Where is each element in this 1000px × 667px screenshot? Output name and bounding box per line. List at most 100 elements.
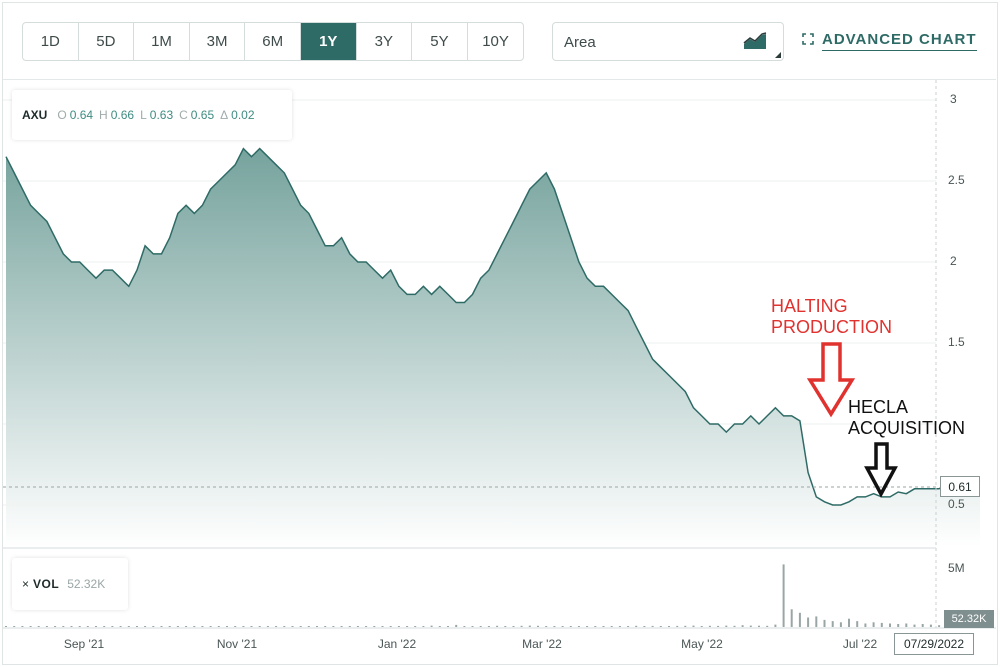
volume-bar	[618, 626, 621, 627]
low-value: 0.63	[149, 108, 174, 122]
volume-bar	[365, 626, 368, 627]
x-tick: Jan '22	[377, 637, 417, 651]
volume-bar	[471, 626, 474, 627]
volume-bar	[266, 626, 269, 627]
close-label: C	[179, 108, 188, 122]
change-value: 0.02	[231, 108, 255, 122]
volume-bar	[144, 626, 147, 627]
volume-bar	[86, 626, 89, 627]
volume-bar	[258, 626, 261, 627]
volume-bar	[815, 616, 818, 627]
volume-bar	[201, 626, 204, 627]
volume-bar	[226, 626, 228, 627]
range-button-1m[interactable]: 1M	[134, 23, 190, 60]
volume-legend: × VOL 52.32K	[12, 558, 128, 610]
range-button-3m[interactable]: 3M	[190, 23, 246, 60]
volume-bar	[553, 626, 556, 627]
price-line	[5, 147, 981, 506]
volume-bar	[496, 625, 499, 627]
range-button-3y[interactable]: 3Y	[357, 23, 413, 60]
volume-bar	[62, 626, 65, 627]
volume-bar	[70, 626, 73, 627]
volume-bar	[569, 626, 572, 627]
volume-bar	[307, 626, 310, 627]
volume-bar	[839, 622, 842, 627]
volume-bar	[749, 625, 752, 627]
volume-bar	[487, 626, 490, 627]
volume-value: 52.32K	[67, 577, 106, 591]
date-badge: 07/29/2022	[894, 633, 974, 655]
x-tick: May '22	[681, 637, 723, 651]
volume-bar	[561, 626, 564, 627]
volume-bar	[13, 626, 16, 627]
volume-bar	[602, 626, 605, 627]
advanced-chart-link[interactable]: ADVANCED CHART	[802, 31, 977, 51]
volume-label: VOL	[33, 577, 60, 591]
volume-bar	[119, 626, 122, 627]
volume-bars	[5, 564, 981, 627]
volume-bar	[299, 626, 302, 627]
expand-icon	[802, 32, 814, 50]
close-volume-icon[interactable]: ×	[22, 577, 30, 591]
volume-bar	[864, 623, 867, 627]
range-button-6m[interactable]: 6M	[245, 23, 301, 60]
volume-bar	[111, 626, 114, 627]
volume-bar	[455, 624, 458, 627]
volume-bar	[21, 626, 24, 627]
volume-bar	[627, 626, 630, 627]
volume-bar	[324, 626, 327, 627]
volume-bar	[45, 626, 48, 627]
volume-bar	[217, 626, 220, 627]
volume-bar	[586, 626, 589, 627]
range-button-1d[interactable]: 1D	[23, 23, 79, 60]
volume-bar	[193, 626, 196, 627]
chart-type-dropdown[interactable]: Area	[552, 22, 784, 61]
y-tick: 2.5	[948, 173, 965, 187]
close-value: 0.65	[190, 108, 215, 122]
volume-bar	[176, 626, 179, 627]
x-tick: Sep '21	[63, 637, 105, 651]
volume-bar	[406, 626, 409, 627]
volume-bar	[676, 625, 679, 627]
volume-bar	[725, 625, 728, 627]
volume-bar	[283, 626, 286, 627]
white-patch	[697, 288, 767, 334]
volume-bar	[422, 626, 425, 627]
volume-bar	[316, 626, 318, 627]
hecla-arrow-icon	[864, 442, 898, 498]
volume-bar	[389, 626, 392, 627]
advanced-chart-label: ADVANCED CHART	[822, 31, 977, 51]
annotation-line: HALTING	[771, 296, 848, 316]
last-price-badge: 0.61	[940, 476, 980, 497]
volume-bar	[692, 625, 695, 627]
volume-bar	[659, 626, 662, 627]
volume-bar	[594, 626, 597, 627]
volume-bar	[848, 618, 850, 627]
volume-bar	[741, 625, 744, 627]
toolbar-divider	[3, 79, 996, 80]
volume-bar	[103, 626, 106, 627]
volume-bar	[463, 626, 466, 627]
volume-bar	[537, 625, 539, 627]
high-value: 0.66	[110, 108, 135, 122]
volume-bar	[889, 623, 891, 627]
volume-bar	[373, 626, 376, 627]
volume-bar	[651, 625, 654, 627]
volume-bar	[545, 626, 548, 627]
range-button-5y[interactable]: 5Y	[412, 23, 468, 60]
range-button-1y[interactable]: 1Y	[300, 23, 357, 60]
y-tick: 1.5	[948, 335, 965, 349]
y-tick: 2	[950, 254, 957, 268]
y-tick: 0.5	[948, 497, 965, 511]
volume-bar	[831, 621, 834, 627]
volume-bar	[774, 624, 777, 627]
volume-bar	[356, 626, 359, 627]
range-button-5d[interactable]: 5D	[79, 23, 135, 60]
last-volume-badge: 52.32K	[944, 610, 994, 628]
volume-bar	[242, 626, 245, 627]
chart-type-label: Area	[564, 34, 596, 51]
volume-bar	[185, 626, 188, 627]
range-button-10y[interactable]: 10Y	[482, 33, 509, 50]
volume-bar	[758, 625, 760, 627]
